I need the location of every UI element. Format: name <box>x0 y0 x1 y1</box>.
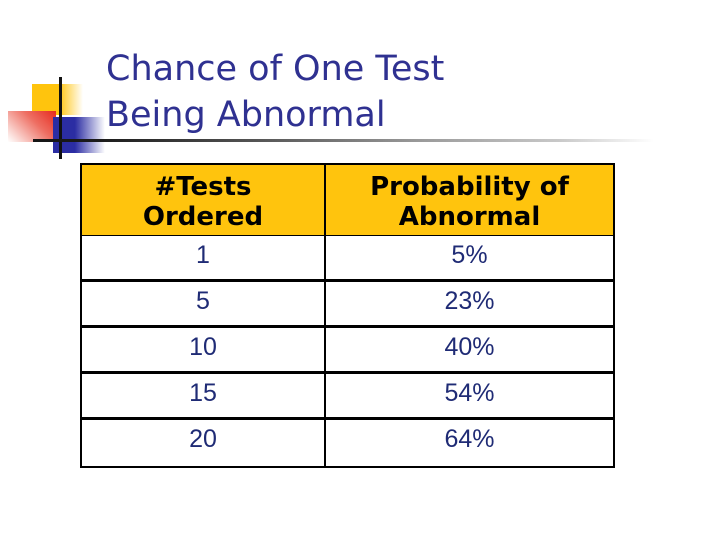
header-probability-line-2: Abnormal <box>398 202 541 232</box>
table-cell-tests-row-3: 10 <box>82 328 326 374</box>
logo-yellow-square <box>32 84 83 115</box>
header-tests-line-2: Ordered <box>142 202 264 232</box>
table-cell-probability-row-1: 5% <box>326 236 613 282</box>
header-probability-line-1: Probability of <box>370 172 569 202</box>
table-cell-tests-row-4: 15 <box>82 374 326 420</box>
table-cell-tests-row-2: 5 <box>82 282 326 328</box>
table-cell-tests-row-5: 20 <box>82 420 326 466</box>
title-underline <box>33 139 673 142</box>
table-cell-probability-row-3: 40% <box>326 328 613 374</box>
slide-title-line-1: Chance of One Test <box>106 49 445 89</box>
logo-red-square <box>8 111 56 142</box>
table-cell-probability-row-2: 23% <box>326 282 613 328</box>
logo-vertical-line <box>59 77 62 159</box>
table-cell-probability-row-5: 64% <box>326 420 613 466</box>
header-tests-line-1: #Tests <box>154 172 252 202</box>
table-header-tests-ordered: #Tests Ordered <box>82 165 326 236</box>
table-header-probability-abnormal: Probability of Abnormal <box>326 165 613 236</box>
slide-title-line-2: Being Abnormal <box>106 95 386 135</box>
table-cell-tests-row-1: 1 <box>82 236 326 282</box>
table-cell-probability-row-4: 54% <box>326 374 613 420</box>
slide-title: Chance of One Test Being Abnormal <box>106 46 444 138</box>
data-table: #Tests Ordered Probability of Abnormal 1… <box>80 163 615 468</box>
